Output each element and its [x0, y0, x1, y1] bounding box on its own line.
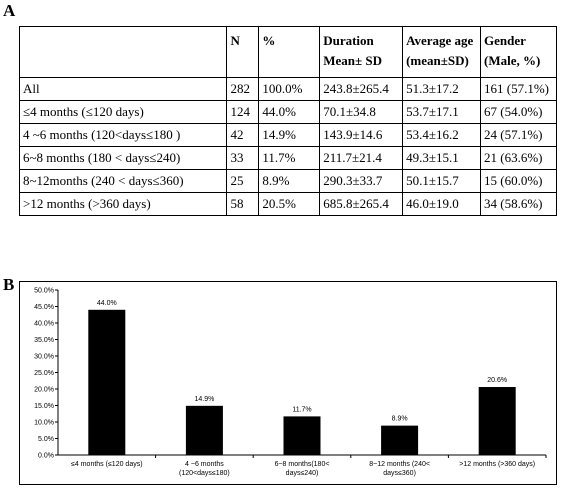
x-tick-label: 8~12 months (240< — [369, 461, 430, 468]
table-cell: 49.3±15.1 — [402, 146, 481, 170]
table-cell: 161 (57.1%) — [480, 77, 557, 101]
summary-table: N % Duration Mean± SD Average age (mean±SD… — [18, 26, 557, 216]
table-cell: 24 (57.1%) — [480, 123, 557, 147]
x-tick-label: >12 months (>360 days) — [459, 461, 535, 468]
bar — [478, 387, 516, 455]
table-row: 4 ~6 months (120<days≤180 ) 42 14.9% 143… — [18, 123, 557, 147]
table-cell: 20.5% — [258, 192, 321, 216]
table-cell: 143.9±14.6 — [319, 123, 404, 147]
x-tick-label: days≤240) — [286, 470, 319, 477]
table-cell: 15 (60.0%) — [480, 169, 557, 193]
table-row: ≤4 months (≤120 days) 124 44.0% 70.1±34.… — [18, 100, 557, 124]
table-cell: 282 — [226, 77, 260, 101]
x-tick-label: 6~8 months(180< — [275, 461, 330, 468]
table-cell: 34 (58.6%) — [480, 192, 557, 216]
table-cell: 53.7±17.1 — [402, 100, 481, 124]
x-tick-label: 4 ~6 months — [185, 461, 224, 468]
table-cell: 25 — [226, 169, 260, 193]
y-axis: 0.0% 5.0% 10.0% 15.0% 20.0% 25.0% 30.0% 35.0% 40… — [34, 288, 59, 460]
bar — [185, 405, 223, 455]
table-cell: 4 ~6 months (120<days≤180 ) — [18, 123, 228, 147]
table-cell: 685.8±265.4 — [319, 192, 404, 216]
panel-label-b: B — [3, 275, 15, 294]
y-tick-label: 30.0% — [34, 354, 54, 361]
table-cell: 70.1±34.8 — [319, 100, 404, 124]
table-cell: >12 months (>360 days) — [18, 192, 228, 216]
panel-label-a: A — [3, 1, 16, 20]
table-cell: 21 (63.6%) — [480, 146, 557, 170]
table-cell: 100.0% — [258, 77, 321, 101]
table-cell: 243.8±265.4 — [319, 77, 404, 101]
data-label: 44.0% — [97, 300, 117, 307]
table-cell: ≤4 months (≤120 days) — [18, 100, 228, 124]
y-tick-label: 20.0% — [34, 387, 54, 394]
table-cell: All — [18, 77, 228, 101]
y-tick-label: 5.0% — [38, 436, 54, 443]
y-tick-label: 0.0% — [38, 453, 54, 460]
data-label: 20.6% — [487, 377, 507, 384]
table-cell: 124 — [226, 100, 260, 124]
header-cell-average-age: Average age (mean±SD) — [402, 26, 481, 78]
table-cell: 44.0% — [258, 100, 321, 124]
bar-chart-svg: 0.0% 5.0% 10.0% 15.0% 20.0% 25.0% 30.0% 35.0% 40… — [34, 288, 547, 477]
table-cell: 67 (54.0%) — [480, 100, 557, 124]
y-tick-label: 35.0% — [34, 337, 54, 344]
x-tick-label: ≤4 months (≤120 days) — [71, 461, 143, 468]
y-tick-label: 25.0% — [34, 370, 54, 377]
header-cell-n: N — [226, 26, 260, 78]
bars — [88, 309, 516, 455]
table-cell: 211.7±21.4 — [319, 146, 404, 170]
table-row: >12 months (>360 days) 58 20.5% 685.8±26… — [18, 192, 557, 216]
x-tick-label: days≤360) — [383, 470, 416, 477]
table-cell: 6~8 months (180 < days≤240) — [18, 146, 228, 170]
table-cell: 11.7% — [258, 146, 321, 170]
table-cell: 33 — [226, 146, 260, 170]
bar-chart: 0.0% 5.0% 10.0% 15.0% 20.0% 25.0% 30.0% 35.0% 40… — [19, 281, 557, 485]
table-cell: 58 — [226, 192, 260, 216]
table-cell: 46.0±19.0 — [402, 192, 481, 216]
data-label: 11.7% — [292, 406, 311, 413]
table-cell: 53.4±16.2 — [402, 123, 481, 147]
data-labels: 44.0% 14.9% 11.7% 8.9% 20.6% — [97, 300, 507, 423]
header-cell-gender: Gender (Male, %) — [480, 26, 557, 78]
bar — [88, 309, 126, 455]
header-cell-duration: Duration Mean± SD — [319, 26, 404, 78]
table-cell: 42 — [226, 123, 260, 147]
y-tick-label: 40.0% — [34, 321, 54, 328]
table-cell: 8~12months (240 < days≤360) — [18, 169, 228, 193]
y-tick-label: 50.0% — [34, 288, 54, 295]
y-tick-label: 15.0% — [34, 403, 54, 410]
table-row: All 282 100.0% 243.8±265.4 51.3±17.2 161… — [18, 77, 557, 101]
x-tick-label: (120<days≤180) — [179, 470, 230, 477]
table-row: 8~12months (240 < days≤360) 25 8.9% 290.… — [18, 169, 557, 193]
header-cell-percent: % — [258, 26, 321, 78]
table-cell: 14.9% — [258, 123, 321, 147]
table-cell: 290.3±33.7 — [319, 169, 404, 193]
y-tick-label: 10.0% — [34, 420, 54, 427]
data-label: 14.9% — [194, 396, 214, 403]
table-cell: 8.9% — [258, 169, 321, 193]
table-row: 6~8 months (180 < days≤240) 33 11.7% 211… — [18, 146, 557, 170]
x-axis: ≤4 months (≤120 days) 4 ~6 months (120<day… — [58, 454, 547, 477]
bar — [381, 425, 419, 455]
data-label: 8.9% — [392, 416, 408, 423]
table-cell: 50.1±15.7 — [402, 169, 481, 193]
table-cell: 51.3±17.2 — [402, 77, 481, 101]
header-cell-empty — [18, 26, 228, 78]
table-header-row: N % Duration Mean± SD Average age (mean±SD… — [18, 26, 557, 78]
y-tick-label: 45.0% — [34, 304, 54, 311]
bar — [283, 416, 321, 455]
